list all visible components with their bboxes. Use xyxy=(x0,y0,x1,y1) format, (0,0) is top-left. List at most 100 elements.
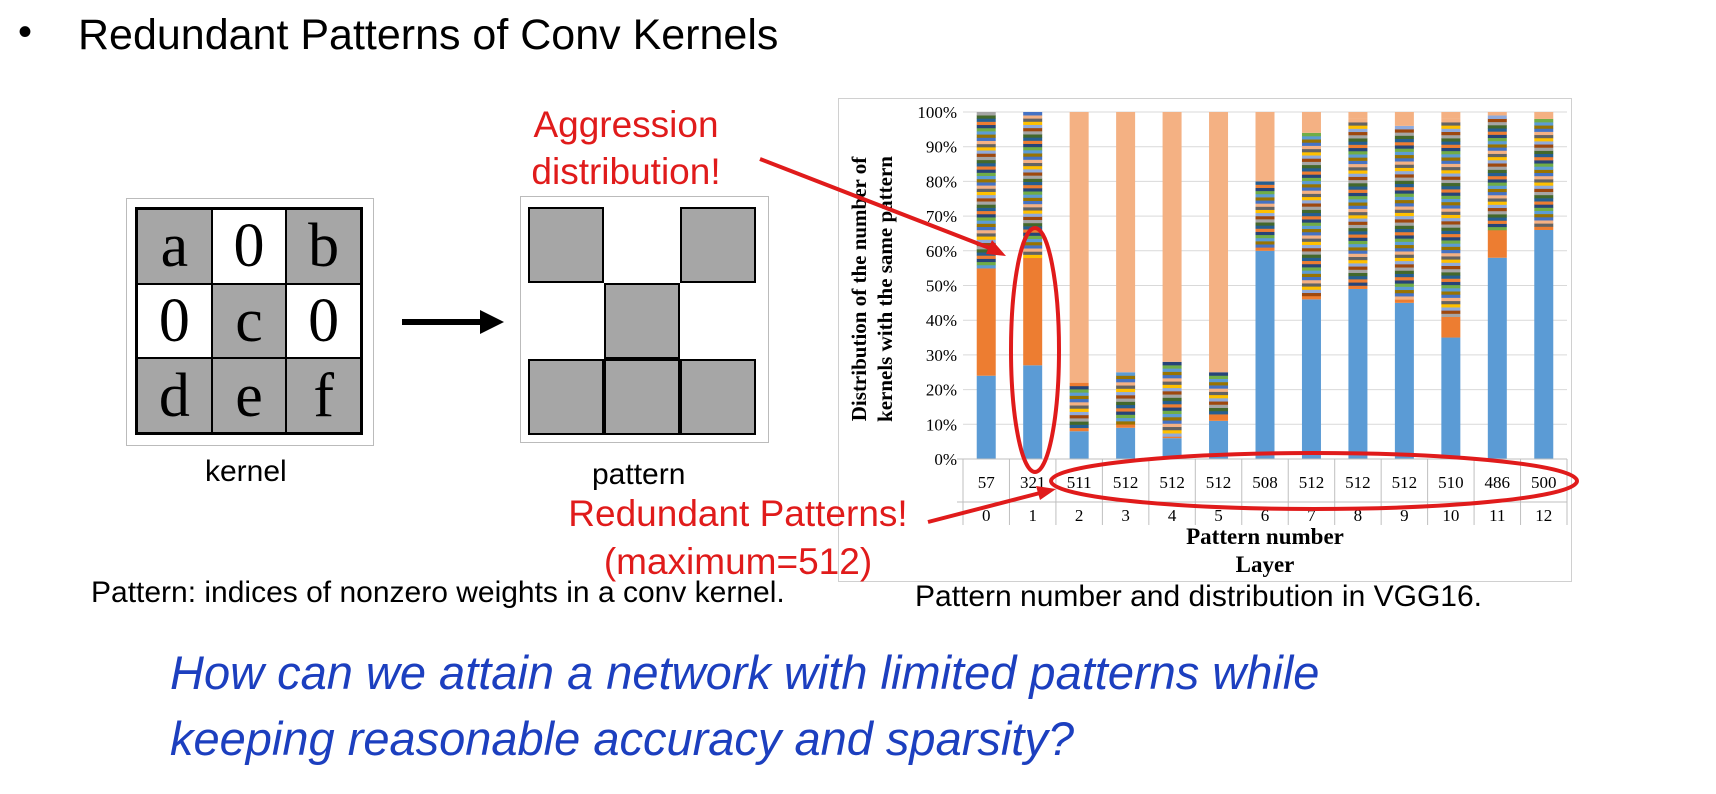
bar-segment xyxy=(1534,185,1554,189)
bar-segment xyxy=(1162,410,1182,415)
bar-segment xyxy=(976,236,996,240)
bar-segment xyxy=(1534,172,1554,177)
bar-segment xyxy=(1301,228,1321,233)
bar-segment xyxy=(1487,160,1507,164)
bar-segment xyxy=(1348,221,1368,225)
bar-segment xyxy=(1394,257,1414,262)
bar-segment xyxy=(976,140,996,145)
bar-segment xyxy=(976,162,996,167)
bar-segment xyxy=(1023,197,1043,202)
bar-segment xyxy=(1209,375,1229,379)
bar-segment xyxy=(1534,112,1554,119)
bar-segment xyxy=(1023,172,1043,176)
bar-segment xyxy=(1534,166,1554,170)
bar-segment xyxy=(1301,279,1321,284)
bar-segment xyxy=(1069,392,1089,396)
pattern-definition: Pattern: indices of nonzero weights in a… xyxy=(91,576,785,609)
bar-segment xyxy=(1487,188,1507,193)
bar-segment xyxy=(1348,263,1368,267)
bar-segment xyxy=(1394,154,1414,159)
bar-segment xyxy=(1069,431,1089,459)
bar-segment xyxy=(1487,115,1507,119)
bar-segment xyxy=(1348,256,1368,261)
bar-segment xyxy=(1116,382,1136,386)
bar-segment xyxy=(1255,193,1275,198)
title-bullet: • xyxy=(18,10,33,54)
bar-segment xyxy=(1023,222,1043,227)
bar-segment xyxy=(1255,215,1275,220)
bar-segment xyxy=(1348,122,1368,126)
bar-segment xyxy=(1348,163,1368,168)
bar-segment xyxy=(976,143,996,148)
bar-segment xyxy=(1301,283,1321,287)
bar-segment xyxy=(1394,251,1414,255)
bar-segment xyxy=(1348,243,1368,248)
bar-segment xyxy=(1348,179,1368,184)
slide-title: Redundant Patterns of Conv Kernels xyxy=(78,11,779,59)
bar-segment xyxy=(1301,161,1321,166)
bar-segment xyxy=(1348,150,1368,155)
bar-segment xyxy=(1023,365,1043,459)
bar-segment xyxy=(1255,212,1275,217)
bar-segment xyxy=(1441,256,1461,260)
bar-segment xyxy=(1441,195,1461,199)
bar-segment xyxy=(1023,143,1043,148)
bar-segment xyxy=(1069,395,1089,400)
bar-segment xyxy=(1023,165,1043,170)
bar-segment xyxy=(1534,182,1554,186)
bar-segment xyxy=(1069,427,1089,432)
bar-segment xyxy=(1534,147,1554,151)
bar-segment xyxy=(1255,181,1275,185)
bar-segment xyxy=(1023,146,1043,151)
bar-segment xyxy=(1394,302,1414,459)
bar-segment xyxy=(1116,398,1136,402)
bar-segment xyxy=(1441,112,1461,119)
bar-segment xyxy=(1534,217,1554,221)
bar-segment xyxy=(1162,426,1182,431)
bar-segment xyxy=(1348,234,1368,238)
bar-segment xyxy=(1487,217,1507,221)
bar-segment xyxy=(976,249,996,253)
bar-segment xyxy=(1023,207,1043,211)
y-tick-label: 20% xyxy=(926,381,957,400)
redundant-line-1: Redundant Patterns! xyxy=(568,493,908,534)
bar-segment xyxy=(976,264,996,269)
bar-segment xyxy=(1209,378,1229,383)
kernel-cell: a xyxy=(137,209,212,284)
bar-segment xyxy=(1301,203,1321,207)
bar-segment xyxy=(1394,244,1414,249)
bar-segment xyxy=(1162,407,1182,411)
bar-segment xyxy=(1534,201,1554,205)
pattern-number-label: 512 xyxy=(1345,473,1371,492)
bar-segment xyxy=(976,239,996,243)
pattern-cell xyxy=(680,207,756,283)
bar-segment xyxy=(1209,385,1229,389)
bar-segment xyxy=(1209,407,1229,412)
bar-segment xyxy=(976,204,996,208)
bar-segment xyxy=(1534,163,1554,167)
bar-segment xyxy=(1301,164,1321,169)
kernel-cell: 0 xyxy=(211,209,287,284)
bar-segment xyxy=(1162,436,1182,439)
kernel-cell: 0 xyxy=(137,283,212,359)
bar-segment xyxy=(1394,276,1414,281)
bar-segment xyxy=(1487,128,1507,132)
bar-segment xyxy=(1162,374,1182,379)
pattern-caption: pattern xyxy=(592,458,686,491)
bar-segment xyxy=(1301,241,1321,246)
bar-segment xyxy=(1255,225,1275,229)
bar-segment xyxy=(1441,211,1461,215)
bar-segment xyxy=(1394,186,1414,191)
bar-segment xyxy=(1348,138,1368,142)
bar-segment xyxy=(1023,131,1043,135)
bar-segment xyxy=(1487,198,1507,202)
bar-segment xyxy=(1301,171,1321,175)
bar-segment xyxy=(1069,382,1089,387)
bar-segment xyxy=(1255,250,1275,459)
bar-segment xyxy=(1301,254,1321,258)
bar-segment xyxy=(1023,213,1043,217)
bar-segment xyxy=(1162,368,1182,372)
bar-segment xyxy=(1534,229,1554,459)
bar-segment xyxy=(976,213,996,218)
